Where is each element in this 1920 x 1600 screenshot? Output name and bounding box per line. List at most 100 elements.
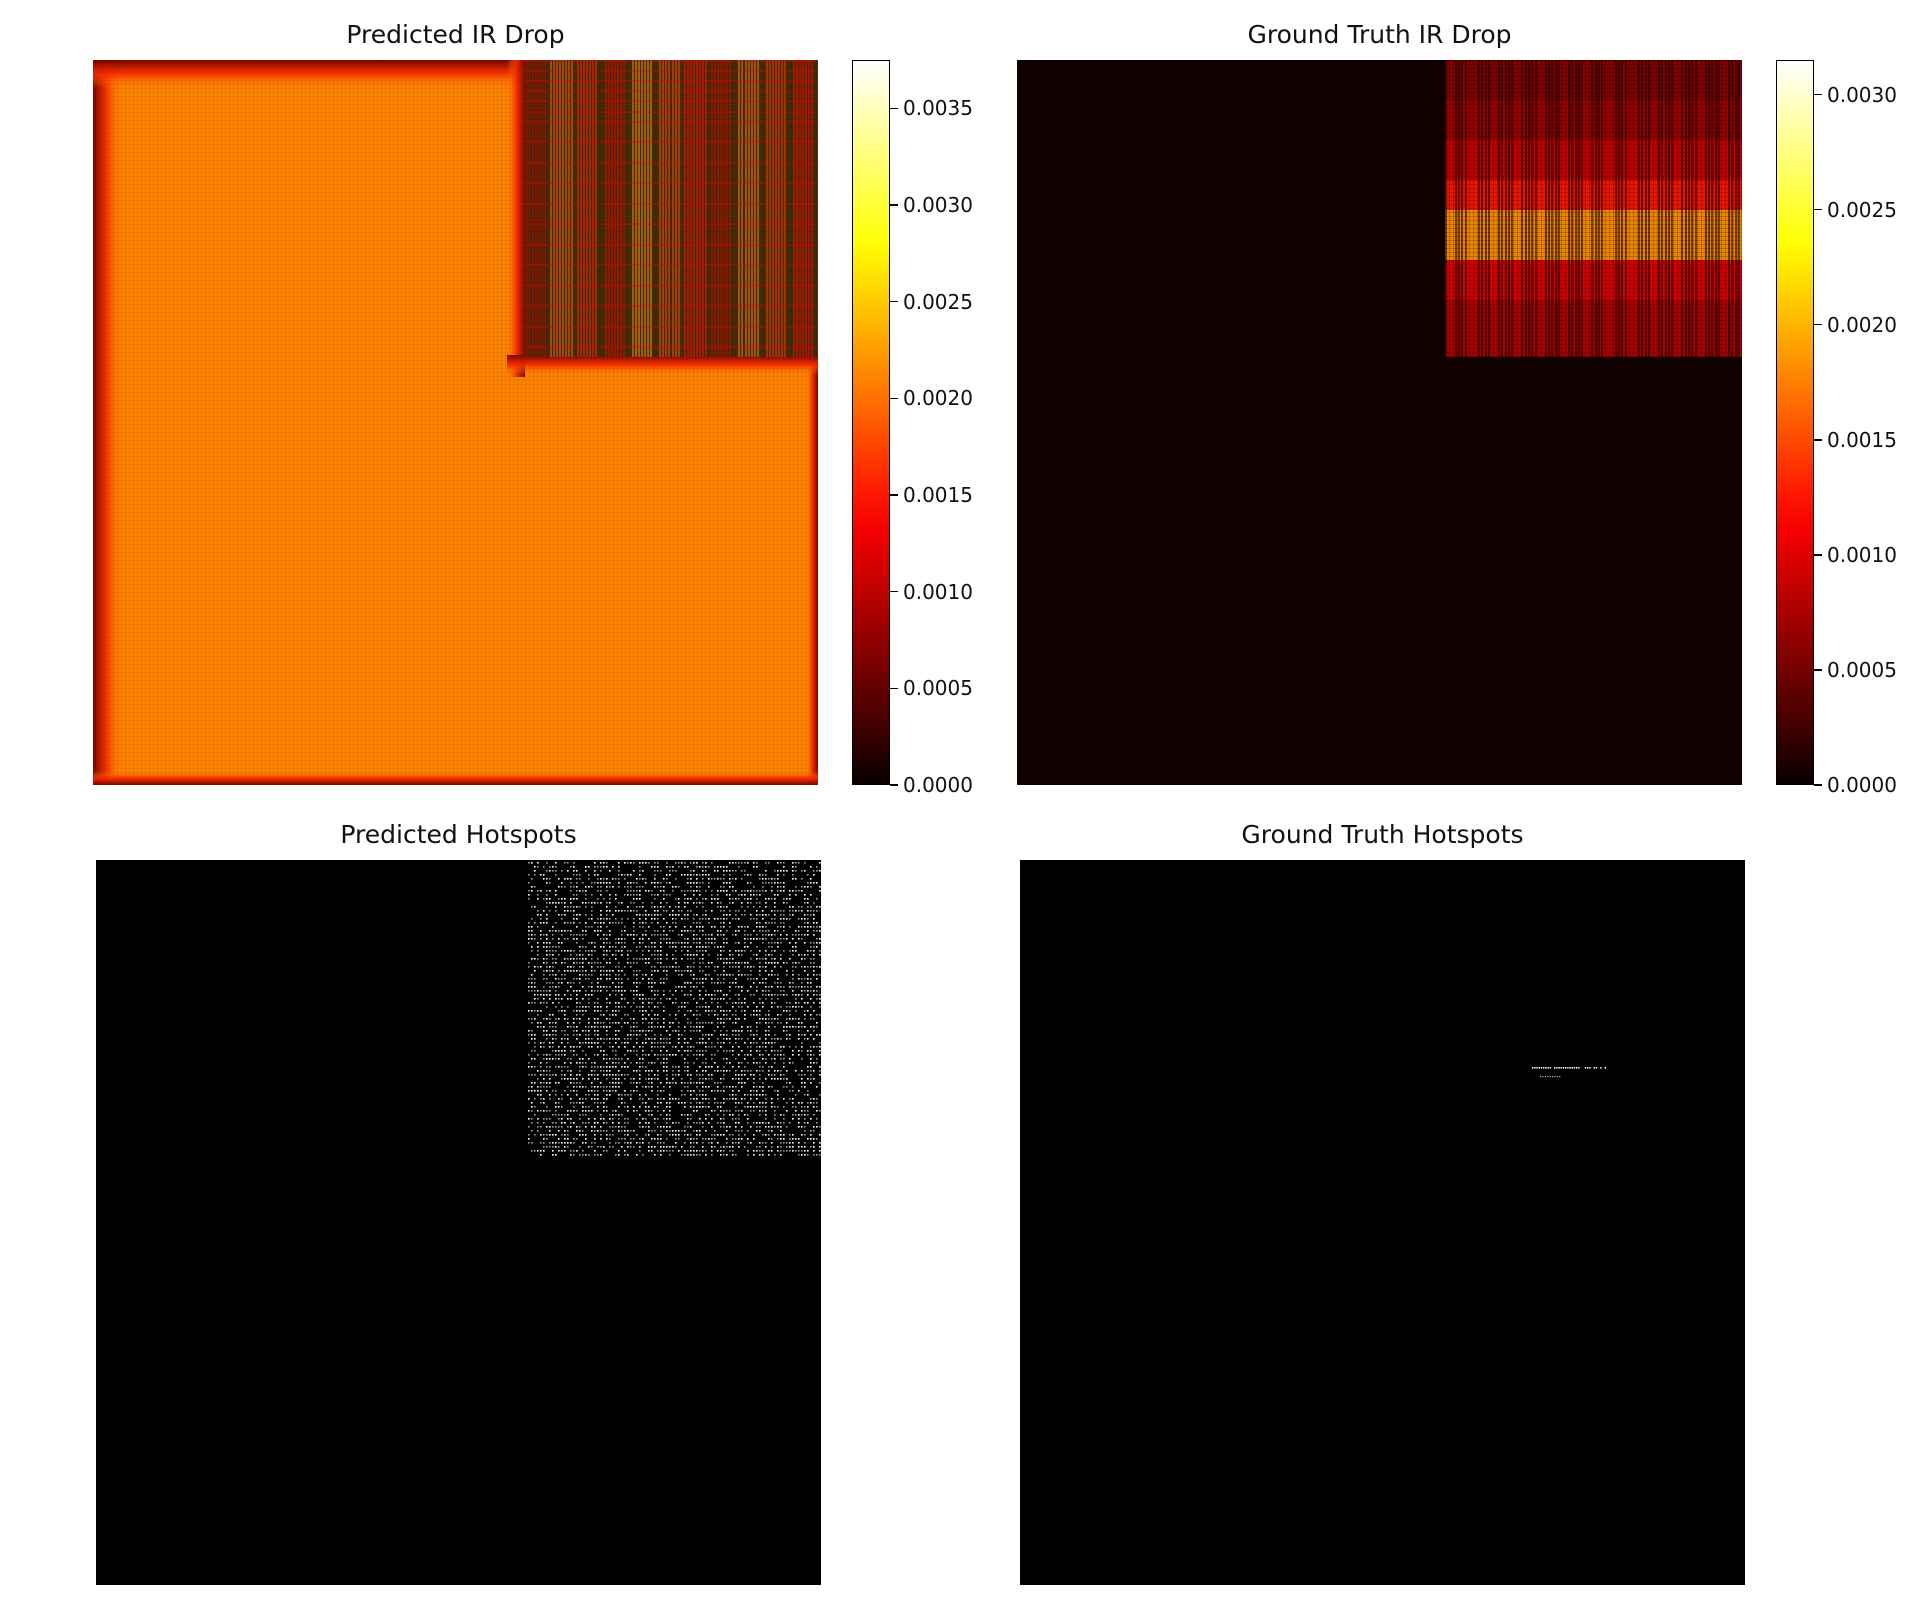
predicted-hotspot-pixel (738, 1134, 740, 1136)
predicted-hotspot-pixel (588, 1022, 590, 1024)
predicted-hotspot-pixel (558, 982, 560, 984)
predicted-hotspot-pixel (813, 926, 815, 928)
predicted-hotspot-pixel (771, 958, 773, 960)
predicted-hotspot-pixel (612, 1126, 614, 1128)
predicted-hotspot-pixel (606, 1074, 608, 1076)
predicted-hotspot-pixel (573, 1034, 575, 1036)
predicted-hotspot-pixel (645, 1010, 647, 1012)
predicted-hotspot-pixel (711, 1034, 713, 1036)
predicted-hotspot-pixel (540, 1090, 542, 1092)
predicted-hotspot-pixel (573, 862, 575, 864)
predicted-hotspot-pixel (690, 954, 692, 956)
predicted-hotspot-pixel (813, 958, 815, 960)
predicted-hotspot-pixel (576, 978, 578, 980)
predicted-hotspot-pixel (651, 1042, 653, 1044)
predicted-hotspot-pixel (696, 862, 698, 864)
predicted-hotspot-pixel (765, 1110, 767, 1112)
predicted-hotspot-pixel (729, 1086, 731, 1088)
predicted-hotspot-pixel (624, 926, 626, 928)
predicted-hotspot-pixel (792, 946, 794, 948)
predicted-hotspot-pixel (657, 1006, 659, 1008)
predicted-hotspot-pixel (684, 866, 686, 868)
predicted-hotspot-pixel (717, 930, 719, 932)
predicted-hotspot-pixel (678, 862, 680, 864)
predicted-hotspot-pixel (555, 1018, 557, 1020)
predicted-hotspot-pixel (651, 942, 653, 944)
predicted-hotspot-pixel (735, 878, 737, 880)
predicted-hotspot-pixel (777, 886, 779, 888)
predicted-hotspot-pixel (663, 1018, 665, 1020)
predicted-hotspot-pixel (675, 986, 677, 988)
predicted-hotspot-pixel (627, 862, 629, 864)
predicted-hotspot-pixel (783, 1086, 785, 1088)
predicted-hotspot-pixel (645, 946, 647, 948)
predicted-hotspot-pixel (759, 962, 761, 964)
predicted-hotspot-pixel (669, 870, 671, 872)
ground-truth-hotspot-pixel (1556, 1076, 1558, 1078)
predicted-hotspot-pixel (660, 1154, 662, 1156)
predicted-hotspot-pixel (753, 938, 755, 940)
predicted-colorbar-tick (890, 494, 898, 496)
predicted-hotspot-pixel (660, 1130, 662, 1132)
predicted-hotspot-pixel (720, 1018, 722, 1020)
predicted-hotspot-pixel (531, 1030, 533, 1032)
predicted-hotspot-pixel (774, 1050, 776, 1052)
predicted-hotspot-pixel (552, 1126, 554, 1128)
predicted-hotspot-pixel (558, 886, 560, 888)
predicted-hotspot-pixel (657, 950, 659, 952)
predicted-hotspot-pixel (597, 982, 599, 984)
predicted-hotspot-pixel (786, 898, 788, 900)
predicted-hotspot-pixel (534, 934, 536, 936)
predicted-hotspot-pixel (756, 902, 758, 904)
predicted-hotspot-pixel (636, 1134, 638, 1136)
predicted-hotspot-pixel (630, 1090, 632, 1092)
predicted-hotspot-pixel (711, 910, 713, 912)
predicted-hotspot-pixel (801, 1046, 803, 1048)
predicted-hotspot-pixel (666, 878, 668, 880)
predicted-hotspot-pixel (816, 898, 818, 900)
predicted-hotspot-pixel (618, 1138, 620, 1140)
predicted-hotspot-pixel (573, 922, 575, 924)
predicted-hotspot-pixel (762, 1090, 764, 1092)
predicted-hotspot-pixel (726, 1086, 728, 1088)
predicted-hotspot-pixel (810, 986, 812, 988)
predicted-hotspot-pixel (690, 1126, 692, 1128)
predicted-hotspot-pixel (792, 1102, 794, 1104)
predicted-hotspot-pixel (777, 1038, 779, 1040)
predicted-hotspot-pixel (564, 922, 566, 924)
predicted-hotspot-pixel (693, 938, 695, 940)
predicted-hotspot-pixel (720, 1154, 722, 1156)
predicted-hotspot-pixel (696, 1098, 698, 1100)
predicted-hotspot-pixel (816, 1086, 818, 1088)
predicted-hotspot-pixel (633, 1146, 635, 1148)
predicted-hotspot-pixel (687, 1138, 689, 1140)
predicted-hotspot-pixel (756, 934, 758, 936)
predicted-hotspot-pixel (546, 994, 548, 996)
predicted-hotspot-pixel (777, 878, 779, 880)
predicted-hotspot-pixel (534, 994, 536, 996)
predicted-hotspot-pixel (654, 1074, 656, 1076)
predicted-hotspot-pixel (612, 1146, 614, 1148)
predicted-hotspot-pixel (702, 1078, 704, 1080)
predicted-hotspot-pixel (705, 862, 707, 864)
predicted-hotspot-pixel (771, 1038, 773, 1040)
predicted-hotspot-pixel (744, 1042, 746, 1044)
predicted-hotspot-pixel (651, 1114, 653, 1116)
predicted-hotspot-pixel (762, 1094, 764, 1096)
predicted-hotspot-pixel (723, 926, 725, 928)
predicted-hotspot-pixel (546, 978, 548, 980)
predicted-hotspot-pixel (636, 1030, 638, 1032)
predicted-hotspot-pixel (600, 970, 602, 972)
predicted-hotspot-pixel (771, 1074, 773, 1076)
predicted-hotspot-pixel (567, 922, 569, 924)
predicted-hotspot-pixel (792, 982, 794, 984)
predicted-hotspot-pixel (744, 1014, 746, 1016)
predicted-hotspot-pixel (633, 934, 635, 936)
predicted-hotspot-pixel (750, 938, 752, 940)
predicted-hotspot-pixel (783, 1098, 785, 1100)
predicted-hotspot-pixel (699, 930, 701, 932)
predicted-hotspot-pixel (534, 1002, 536, 1004)
predicted-hotspot-pixel (549, 1066, 551, 1068)
gt-grid-texture (1445, 60, 1742, 357)
predicted-hotspot-pixel (768, 954, 770, 956)
